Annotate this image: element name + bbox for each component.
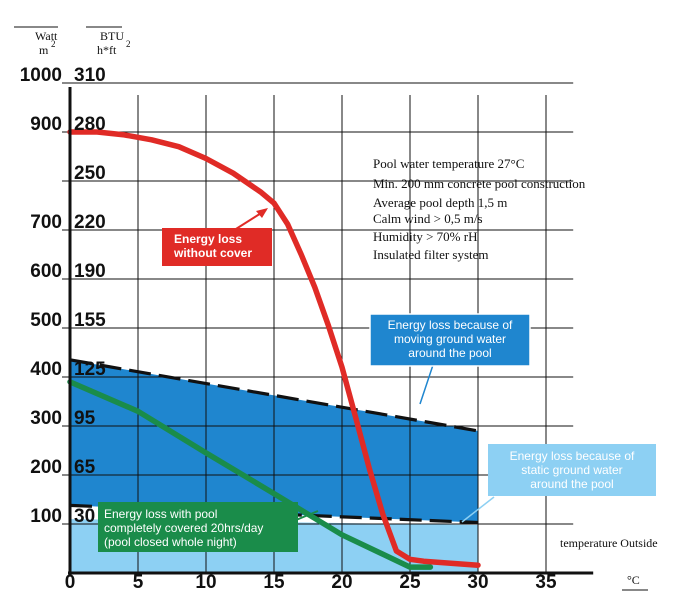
btu-unit-exponent: 2: [126, 39, 131, 49]
moving-region-upper-edge: [69, 358, 479, 433]
watt-unit-denominator: m: [39, 43, 49, 57]
btu-tick-label: 125: [74, 359, 106, 380]
x-axis-unit: °C: [627, 573, 640, 587]
btu-tick-label: 190: [74, 261, 106, 282]
watt-unit-header: Watt m 2: [14, 26, 58, 57]
series-layer: [67, 129, 481, 570]
green-label-line: completely covered 20hrs/day: [104, 521, 263, 535]
btu-tick-label: 280: [74, 114, 106, 135]
x-tick-label: 30: [467, 572, 488, 593]
red-label-line: without cover: [173, 246, 252, 260]
x-tick-label: 35: [535, 572, 557, 593]
blue-label-box: [369, 313, 531, 367]
light-label-line: around the pool: [530, 477, 613, 491]
watt-tick-label: 700: [30, 212, 62, 233]
x-tick-label: 0: [65, 572, 76, 593]
x-tick-label: 5: [133, 572, 144, 593]
ticks-layer: 0 5 10 15 20 25 30 35 1000 900 700 600 500 400 300 200 1…: [20, 65, 557, 593]
btu-tick-label: 220: [74, 212, 106, 233]
btu-tick-label: 65: [74, 457, 96, 478]
btu-tick-label: 30: [74, 506, 95, 527]
condition-line: Insulated filter system: [373, 247, 489, 262]
btu-unit-label: BTU: [100, 29, 124, 43]
x-tick-label: 20: [331, 572, 352, 593]
light-region-label: Energy loss because of static ground wat…: [461, 444, 656, 523]
watt-tick-label: 1000: [20, 65, 62, 86]
series-line-without-cover: [67, 129, 481, 568]
x-tick-label: 10: [195, 572, 216, 593]
blue-label-line: around the pool: [408, 346, 491, 360]
axes-layer: [68, 87, 594, 576]
green-label-line: (pool closed whole night): [104, 535, 237, 549]
red-label-arrowhead: [256, 208, 268, 218]
blue-label-line: Energy loss because of: [388, 318, 513, 332]
watt-tick-label: 400: [30, 359, 62, 380]
green-series-label: Energy loss with pool completely covered…: [98, 502, 319, 552]
watt-tick-label: 300: [30, 408, 62, 429]
watt-tick-label: 500: [30, 310, 62, 331]
btu-tick-label: 95: [74, 408, 96, 429]
btu-tick-label: 155: [74, 310, 106, 331]
watt-unit-label: Watt: [35, 29, 58, 43]
light-label-line: static ground water: [521, 463, 622, 477]
x-tick-label: 15: [263, 572, 285, 593]
red-series-label: Energy loss without cover: [162, 208, 272, 266]
condition-line: Min. 200 mm concrete pool construction: [373, 176, 586, 191]
btu-tick-label: 250: [74, 163, 106, 184]
green-label-box: [98, 502, 298, 552]
condition-line: Pool water temperature 27°C: [373, 156, 524, 171]
watt-tick-label: 200: [30, 457, 62, 478]
btu-tick-label: 310: [74, 65, 106, 86]
watt-tick-label: 600: [30, 261, 62, 282]
series-line-covered: [67, 379, 434, 570]
light-label-line: Energy loss because of: [510, 449, 635, 463]
condition-line: Humidity > 70% rH: [373, 229, 477, 244]
light-label-box: [488, 444, 656, 496]
blue-region-label: Energy loss because of moving ground wat…: [369, 313, 531, 405]
watt-tick-label: 100: [30, 506, 62, 527]
x-tick-label: 25: [399, 572, 421, 593]
btu-unit-denominator: h*ft: [97, 43, 117, 57]
condition-line: Average pool depth 1,5 m: [373, 195, 507, 210]
red-label-line: Energy loss: [174, 232, 242, 246]
blue-label-line: moving ground water: [394, 332, 506, 346]
btu-unit-header: BTU h*ft 2: [86, 26, 131, 57]
x-axis-title: temperature Outside: [560, 536, 658, 550]
watt-tick-label: 900: [30, 114, 62, 135]
red-label-box: [162, 228, 272, 266]
watt-unit-exponent: 2: [51, 39, 56, 49]
condition-line: Calm wind > 0,5 m/s: [373, 211, 483, 226]
green-label-line: Energy loss with pool: [104, 507, 217, 521]
conditions-note: Pool water temperature 27°C Min. 200 mm …: [373, 156, 586, 262]
